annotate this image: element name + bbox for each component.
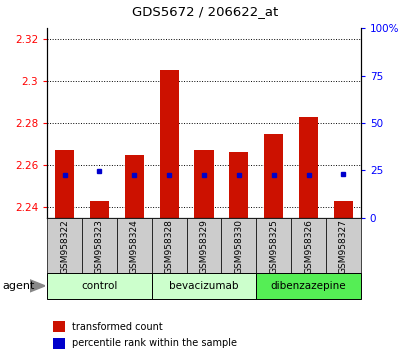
Bar	[90, 201, 109, 218]
Text: control: control	[81, 281, 117, 291]
Text: GSM958329: GSM958329	[199, 219, 208, 274]
Bar	[290, 218, 325, 273]
Text: GDS5672 / 206622_at: GDS5672 / 206622_at	[132, 5, 277, 18]
Bar	[53, 321, 65, 332]
Bar	[151, 273, 256, 299]
Bar	[325, 218, 360, 273]
Bar	[333, 201, 352, 218]
Bar	[256, 273, 360, 299]
Text: GSM958325: GSM958325	[269, 219, 277, 274]
Text: GSM958327: GSM958327	[338, 219, 347, 274]
Polygon shape	[29, 280, 45, 292]
Text: transformed count: transformed count	[72, 321, 163, 332]
Text: GSM958322: GSM958322	[60, 219, 69, 274]
Bar	[117, 218, 151, 273]
Text: bevacizumab: bevacizumab	[169, 281, 238, 291]
Text: GSM958323: GSM958323	[95, 219, 103, 274]
Bar	[55, 150, 74, 218]
Text: percentile rank within the sample: percentile rank within the sample	[72, 338, 237, 348]
Text: GSM958326: GSM958326	[303, 219, 312, 274]
Bar	[256, 218, 290, 273]
Bar	[53, 338, 65, 349]
Bar	[47, 218, 82, 273]
Bar	[186, 218, 221, 273]
Bar	[221, 218, 256, 273]
Bar	[159, 70, 178, 218]
Bar	[82, 218, 117, 273]
Bar	[47, 273, 151, 299]
Bar	[194, 150, 213, 218]
Bar	[229, 153, 248, 218]
Text: agent: agent	[2, 281, 34, 291]
Bar	[124, 155, 144, 218]
Text: GSM958328: GSM958328	[164, 219, 173, 274]
Bar	[298, 117, 317, 218]
Text: GSM958330: GSM958330	[234, 219, 243, 274]
Text: dibenzazepine: dibenzazepine	[270, 281, 346, 291]
Bar	[263, 133, 283, 218]
Bar	[151, 218, 186, 273]
Text: GSM958324: GSM958324	[130, 219, 138, 274]
